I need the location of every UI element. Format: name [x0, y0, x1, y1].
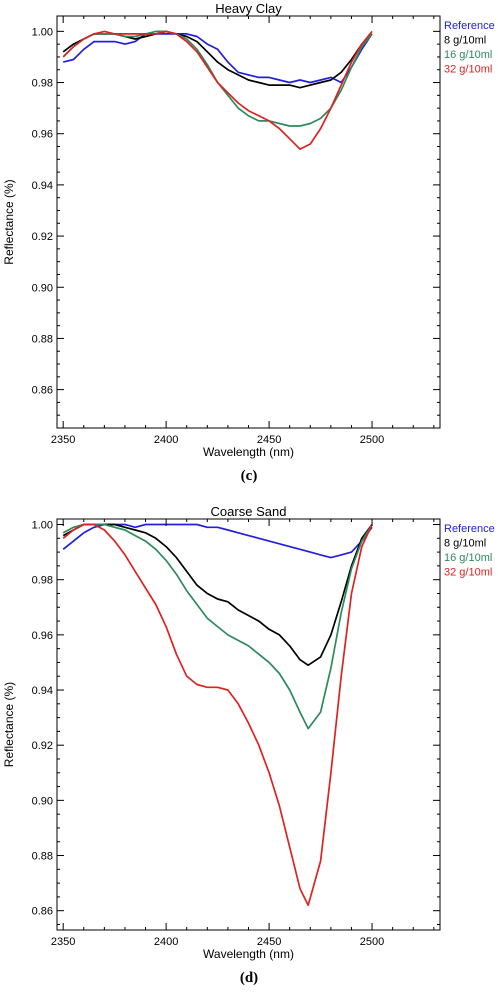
legend-entry-16-g-10ml: 16 g/10ml [444, 552, 492, 564]
legend-entry-32-g-10ml: 32 g/10ml [444, 64, 492, 76]
y-tick-label: 0.86 [32, 906, 53, 918]
chart-svg-heavy-clay: Heavy Clay 2350 2400 2450 2500 0.86 0.88 0.90 0.… [2, 1, 495, 459]
x-axis-label: Wavelength (nm) [203, 947, 294, 961]
series-line-reference [62, 33, 373, 84]
series-line-reference [62, 523, 373, 559]
y-tick-label: 0.98 [32, 575, 53, 587]
y-axis-label: Reflectance (%) [2, 179, 16, 264]
y-tick-label: 0.88 [32, 333, 53, 345]
legend-entry-8-g-10ml: 8 g/10ml [444, 538, 486, 550]
y-tick-label: 1.00 [32, 26, 53, 38]
x-tick-label: 2500 [360, 434, 384, 446]
series-line-8-g-10ml [62, 523, 373, 667]
y-tick-label: 0.86 [32, 385, 53, 397]
y-tick-label: 0.90 [32, 795, 53, 807]
y-tick-label: 0.88 [32, 851, 53, 863]
legend-entry-reference: Reference [444, 523, 495, 535]
y-tick-label: 0.94 [32, 685, 53, 697]
series-line-16-g-10ml [62, 523, 373, 730]
legend-entry-reference: Reference [444, 20, 495, 32]
figure-caption-c: (c) [240, 468, 258, 484]
chart-title: Coarse Sand [211, 505, 287, 519]
x-tick-label: 2350 [51, 936, 75, 948]
x-tick-label: 2450 [257, 936, 281, 948]
chart-title: Heavy Clay [215, 1, 282, 16]
chart-panel-coarse-sand: Coarse Sand 2350 2400 2450 2500 0.86 0.88 0.90 0… [0, 504, 498, 1000]
x-tick-label: 2450 [257, 434, 281, 446]
legend-entry-32-g-10ml: 32 g/10ml [444, 567, 492, 579]
y-tick-label: 0.96 [32, 129, 53, 141]
figure-caption-d: (d) [239, 970, 259, 986]
y-axis-label: Reflectance (%) [2, 682, 16, 767]
y-tick-label: 0.92 [32, 740, 53, 752]
x-tick-label: 2500 [360, 936, 384, 948]
y-tick-label: 0.92 [32, 231, 53, 243]
chart-svg-coarse-sand: Coarse Sand 2350 2400 2450 2500 0.86 0.88 0.90 0… [2, 504, 495, 961]
legend-entry-8-g-10ml: 8 g/10ml [444, 35, 486, 47]
y-tick-label: 0.94 [32, 180, 53, 192]
series-line-32-g-10ml [62, 30, 373, 150]
y-tick-label: 0.98 [32, 78, 53, 90]
y-tick-label: 0.90 [32, 282, 53, 294]
y-tick-label: 0.96 [32, 630, 53, 642]
x-tick-label: 2350 [51, 434, 75, 446]
series-line-32-g-10ml [62, 523, 373, 907]
chart-panel-heavy-clay: Heavy Clay 2350 2400 2450 2500 0.86 0.88 0.90 0.… [0, 0, 498, 495]
legend-entry-16-g-10ml: 16 g/10ml [444, 49, 492, 61]
plot-frame [56, 15, 441, 429]
x-tick-label: 2400 [154, 434, 178, 446]
x-tick-label: 2400 [154, 936, 178, 948]
y-tick-label: 1.00 [32, 520, 53, 532]
x-axis-label: Wavelength (nm) [203, 445, 294, 459]
